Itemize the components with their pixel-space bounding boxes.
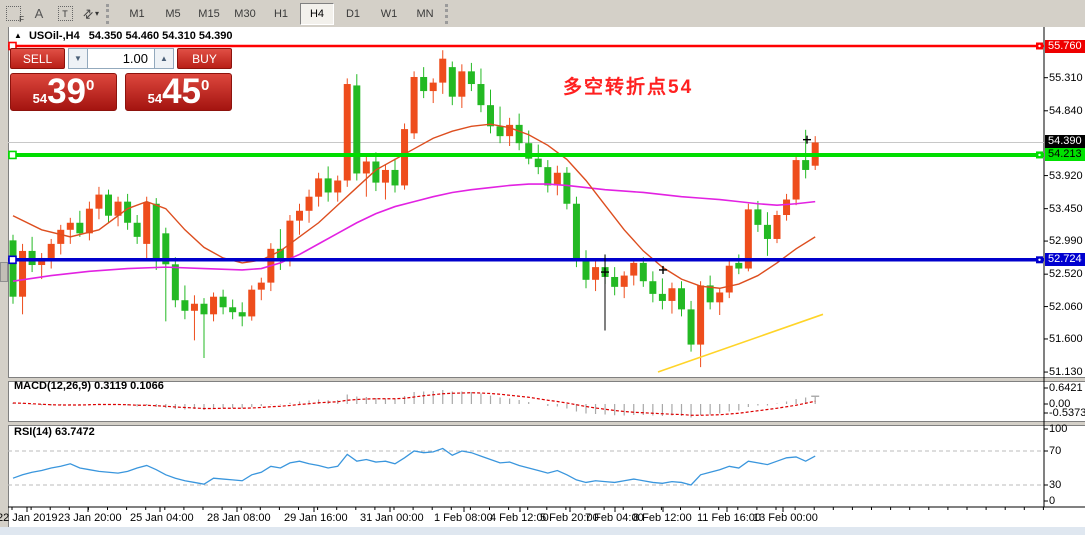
time-axis-label: 11 Feb 16:00 bbox=[697, 512, 762, 524]
price-tag-blue: 52.724 bbox=[1045, 253, 1085, 267]
symbol-info-line: ▲ USOil-,H4 54.350 54.460 54.310 54.390 bbox=[14, 30, 233, 42]
toolbar: F A T ⇄ ▾ M1 M5 M15 M30 H1 H4 D1 W1 MN bbox=[0, 0, 1085, 28]
price-tag-black: 54.390 bbox=[1045, 135, 1085, 149]
timeframe-button-M1[interactable]: M1 bbox=[129, 7, 145, 20]
sell-price-prefix: 54 bbox=[32, 90, 48, 106]
price-axis-label: 52.520 bbox=[1049, 268, 1083, 281]
marquee-label: F bbox=[19, 14, 24, 24]
time-axis-label: 8 Feb 12:00 bbox=[633, 512, 692, 524]
macd-header: MACD(12,26,9) 0.3119 0.1066 bbox=[14, 380, 164, 392]
time-axis-label: 22 Jan 2019 bbox=[0, 512, 58, 524]
time-axis-label: 25 Jan 04:00 bbox=[130, 512, 194, 524]
pointer-tool-button[interactable]: A bbox=[28, 4, 50, 24]
timeframe-group: M1 M5 M15 M30 H1 H4 D1 W1 MN bbox=[119, 2, 443, 25]
time-axis-label: 1 Feb 08:00 bbox=[434, 512, 493, 524]
time-axis-label: 4 Feb 12:00 bbox=[490, 512, 549, 524]
chart-annotation-text: 多空转折点54 bbox=[563, 77, 694, 98]
sell-price-big: 39 bbox=[47, 72, 87, 111]
timeframe-button-H4[interactable]: H4 bbox=[300, 2, 334, 25]
timeframe-button-M5[interactable]: M5 bbox=[165, 7, 181, 20]
price-axis-label: 52.060 bbox=[1049, 300, 1083, 313]
toolbar-separator bbox=[106, 3, 115, 24]
price-tag-green: 54.213 bbox=[1045, 148, 1085, 162]
marquee-tool-button[interactable]: F bbox=[2, 4, 24, 24]
price-axis-label: 53.450 bbox=[1049, 202, 1083, 215]
timeframe-button-MN[interactable]: MN bbox=[416, 7, 434, 20]
chevron-down-icon: ▾ bbox=[95, 9, 100, 18]
time-axis-label: 23 Jan 20:00 bbox=[58, 512, 122, 524]
indicator-axis-label: 0 bbox=[1049, 495, 1056, 507]
arrange-windows-icon: ⇄ bbox=[79, 4, 97, 23]
indicator-axis-label: -0.5373 bbox=[1049, 407, 1085, 419]
price-tag-red: 55.760 bbox=[1045, 39, 1085, 53]
time-axis-label: 31 Jan 00:00 bbox=[360, 512, 424, 524]
toolbar-separator bbox=[445, 3, 454, 24]
sell-price-sup: 0 bbox=[86, 76, 95, 94]
volume-increase-button[interactable]: ▲ bbox=[154, 48, 174, 69]
price-axis-label: 51.600 bbox=[1049, 332, 1083, 345]
time-axis-label: 28 Jan 08:00 bbox=[207, 512, 271, 524]
indicator-axis-label: 100 bbox=[1049, 423, 1068, 435]
pointer-icon: A bbox=[34, 6, 44, 21]
indicator-axis-label: 0.6421 bbox=[1049, 382, 1083, 394]
indicator-axis-label: 30 bbox=[1049, 479, 1062, 491]
panel-splitter-handle[interactable] bbox=[0, 262, 8, 282]
timeframe-button-M15[interactable]: M15 bbox=[198, 7, 220, 20]
timeframe-button-M30[interactable]: M30 bbox=[234, 7, 256, 20]
time-axis-label: 13 Feb 00:00 bbox=[753, 512, 818, 524]
volume-decrease-button[interactable]: ▼ bbox=[68, 48, 88, 69]
symbol-name: USOil-,H4 bbox=[28, 30, 80, 42]
time-axis-label: 29 Jan 16:00 bbox=[284, 512, 348, 524]
time-axis-label: 7 Feb 04:00 bbox=[585, 512, 644, 524]
sell-button[interactable]: SELL bbox=[10, 48, 65, 69]
timeframe-button-W1[interactable]: W1 bbox=[380, 7, 398, 20]
sell-price-button[interactable]: 54 39 0 bbox=[10, 73, 117, 111]
marquee-icon bbox=[5, 6, 21, 21]
pane-separator-rsi[interactable] bbox=[8, 421, 1085, 426]
bottom-strip bbox=[0, 527, 1085, 535]
buy-price-prefix: 54 bbox=[147, 90, 163, 106]
volume-input[interactable]: 1.00 bbox=[87, 48, 155, 69]
buy-price-sup: 0 bbox=[201, 76, 210, 94]
price-axis-label: 53.920 bbox=[1049, 169, 1083, 182]
price-axis-label: 52.990 bbox=[1049, 235, 1083, 248]
text-tool-button[interactable]: T bbox=[54, 4, 76, 24]
price-axis-label: 54.840 bbox=[1049, 104, 1083, 117]
price-axis-label: 51.130 bbox=[1049, 366, 1083, 379]
arrange-windows-button[interactable]: ⇄ ▾ bbox=[79, 4, 102, 24]
timeframe-button-H1[interactable]: H1 bbox=[273, 7, 289, 20]
indicator-axis-label: 70 bbox=[1049, 445, 1062, 457]
indicator-axis-label: 0.00 bbox=[1049, 398, 1071, 410]
collapse-trade-panel-icon[interactable]: ▲ bbox=[14, 31, 22, 40]
timeframe-button-D1[interactable]: D1 bbox=[345, 7, 361, 20]
buy-price-big: 45 bbox=[162, 72, 202, 111]
rsi-header: RSI(14) 63.7472 bbox=[14, 426, 95, 438]
price-axis-label: 55.310 bbox=[1049, 71, 1083, 84]
buy-button[interactable]: BUY bbox=[177, 48, 232, 69]
ohlc-values: 54.350 54.460 54.310 54.390 bbox=[88, 30, 233, 42]
pane-separator-macd[interactable] bbox=[8, 377, 1085, 382]
text-icon: T bbox=[57, 6, 73, 21]
time-axis-label: 5 Feb 20:00 bbox=[540, 512, 599, 524]
buy-price-button[interactable]: 54 45 0 bbox=[125, 73, 232, 111]
